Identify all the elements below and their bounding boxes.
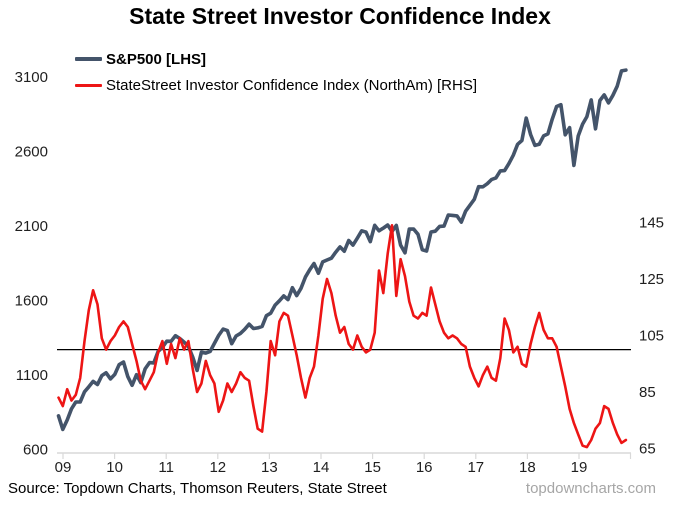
left-axis-tick-label: 600 [23,442,48,459]
source-text: Source: Topdown Charts, Thomson Reuters,… [8,480,387,497]
x-axis-tick-label: 18 [519,459,536,476]
legend-item-ici: StateStreet Investor Confidence Index (N… [75,72,477,98]
x-axis-tick-label: 19 [571,459,588,476]
x-axis-tick-label: 09 [55,459,72,476]
sp500-line-swatch-icon [75,57,102,61]
ici-line-swatch-icon [75,83,102,87]
left-axis-tick-label: 2100 [15,218,48,235]
right-axis-tick-label: 125 [639,271,664,288]
right-axis-tick-label: 145 [639,215,664,232]
x-axis-tick-label: 11 [158,459,174,476]
x-axis-tick-label: 17 [467,459,484,476]
left-axis-tick-label: 1100 [16,367,48,384]
x-axis-tick-label: 12 [209,459,226,476]
x-axis-tick-label: 16 [416,459,433,476]
right-axis-tick-label: 85 [639,384,656,401]
left-axis-tick-label: 1600 [15,293,48,310]
left-axis-tick-label: 3100 [15,69,48,86]
watermark-text: topdowncharts.com [525,480,656,497]
ici-line [57,224,628,449]
legend: S&P500 [LHS] StateStreet Investor Confid… [75,46,477,98]
legend-item-sp500: S&P500 [LHS] [75,46,477,72]
x-axis-tick-label: 15 [364,459,381,476]
x-axis-tick-label: 10 [106,459,123,476]
chart-title: State Street Investor Confidence Index [129,3,551,29]
sp500-line [56,68,628,432]
left-axis-tick-label: 2600 [15,144,48,161]
legend-label-sp500: S&P500 [LHS] [106,50,207,68]
x-axis-tick-label: 13 [261,459,278,476]
right-axis-tick-label: 105 [639,328,664,345]
x-axis-tick-label: 14 [313,459,330,476]
legend-label-ici: StateStreet Investor Confidence Index (N… [106,76,477,94]
right-axis-tick-label: 65 [639,441,656,458]
